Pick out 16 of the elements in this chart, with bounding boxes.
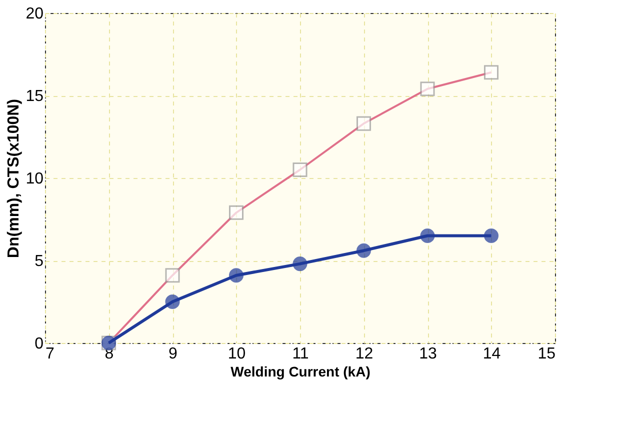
x-axis-title: Welding Current (kA) — [230, 364, 370, 380]
x-tick-label: 14 — [482, 346, 501, 362]
x-tick-label: 8 — [104, 346, 114, 362]
x-tick-label: 7 — [46, 346, 54, 362]
y-tick-label: 20 — [26, 6, 44, 22]
x-tick-label: 13 — [419, 346, 437, 362]
x-tick-label: 11 — [292, 346, 309, 362]
x-tick-label: 9 — [168, 346, 178, 362]
y-tick-label: 5 — [34, 253, 44, 270]
y-tick-label: 10 — [26, 170, 44, 188]
x-tick-label: 12 — [355, 346, 374, 362]
y-axis-title: Dn(mm), CTS(x100N) — [6, 98, 23, 258]
x-tick-label: 15 — [538, 346, 556, 362]
x-tick-label: 10 — [228, 346, 246, 362]
y-tick-label: 0 — [34, 336, 44, 352]
y-tick-label: 15 — [26, 88, 44, 105]
